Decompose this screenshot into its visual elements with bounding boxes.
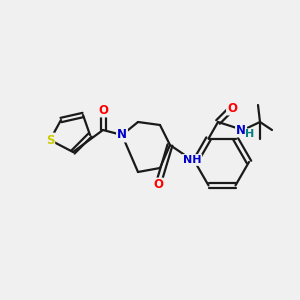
Text: O: O [227, 101, 237, 115]
Text: N: N [236, 124, 246, 136]
Text: NH: NH [183, 155, 201, 165]
Text: O: O [98, 103, 108, 116]
Text: O: O [153, 178, 163, 191]
Text: S: S [46, 134, 54, 146]
Text: N: N [117, 128, 127, 142]
Text: H: H [245, 129, 255, 139]
